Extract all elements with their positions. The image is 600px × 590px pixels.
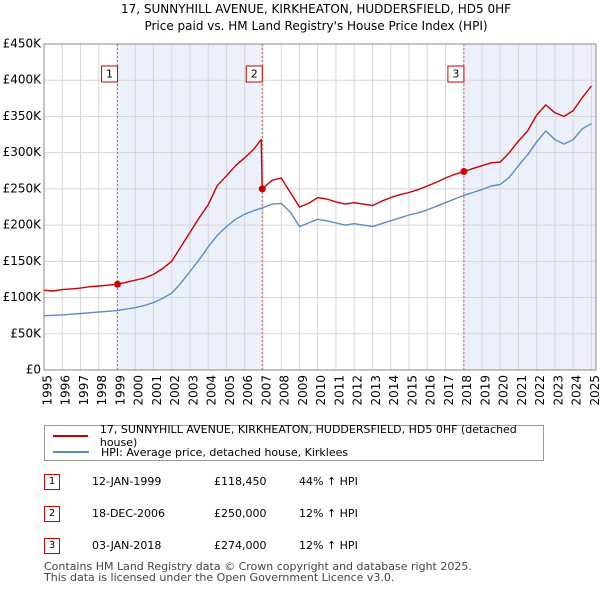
legend-label-property: 17, SUNNYHILL AVENUE, KIRKHEATON, HUDDER… [99, 423, 517, 449]
x-tick-label: 2017 [442, 375, 456, 406]
sale-price: £118,450 [214, 475, 267, 488]
x-tick-label: 2022 [533, 375, 547, 406]
sale-hpi-change: 44% ↑ HPI [299, 475, 358, 488]
sale-hpi-change: 12% ↑ HPI [299, 507, 358, 520]
x-tick-label: 2008 [278, 375, 292, 406]
y-tick-label: £450K [3, 37, 43, 51]
table-row: 3 03-JAN-2018 £274,000 12% ↑ HPI [44, 536, 404, 556]
shaded-span-2 [463, 44, 596, 370]
x-tick-label: 1995 [41, 375, 55, 406]
sale-number-badge: 1 [44, 474, 60, 490]
sale-number-badge: 2 [44, 506, 60, 522]
series-line-hpi [43, 123, 592, 317]
legend: 17, SUNNYHILL AVENUE, KIRKHEATON, HUDDER… [44, 423, 544, 461]
x-tick-label: 2023 [551, 375, 565, 406]
table-row: 2 18-DEC-2006 £250,000 12% ↑ HPI [44, 504, 404, 524]
x-tick-label: 2000 [132, 375, 146, 406]
plot-area: £0 £50K £100K £150K £200K £250K £300K £350K £400… [3, 37, 600, 406]
sale-point-1 [114, 280, 122, 288]
x-tick-label: 2005 [223, 375, 237, 406]
plot-frame [43, 43, 597, 371]
price-chart: 17, SUNNYHILL AVENUE, KIRKHEATON, HUDDER… [3, 2, 600, 406]
sale-marker-box-2 [245, 65, 263, 83]
sale-date: 03-JAN-2018 [92, 539, 162, 552]
x-tick-label: 2012 [351, 375, 365, 406]
sale-marker-label-2: 2 [251, 68, 258, 81]
y-tick-label: £0 [26, 363, 41, 377]
x-tick-label: 2013 [369, 375, 383, 406]
legend-label-hpi: HPI: Average price, detached house, Kirk… [101, 445, 349, 459]
sale-date: 12-JAN-1999 [92, 475, 162, 488]
chart-title-line1: 17, SUNNYHILL AVENUE, KIRKHEATON, HUDDER… [121, 2, 511, 16]
sale-date: 18-DEC-2006 [92, 507, 166, 520]
y-tick-label: £400K [3, 73, 43, 87]
x-tick-label: 1998 [95, 375, 109, 406]
x-tick-label: 2020 [497, 375, 511, 406]
footer-copyright: Contains HM Land Registry data © Crown c… [44, 560, 472, 573]
x-tick-label: 1997 [77, 375, 91, 406]
footer-licence: This data is licensed under the Open Gov… [44, 571, 395, 584]
y-tick-label: £350K [3, 109, 43, 123]
y-tick-label: £250K [3, 181, 43, 195]
y-tick-label: £100K [3, 290, 43, 304]
y-tick-label: £50K [10, 326, 42, 340]
x-tick-label: 2003 [186, 375, 200, 406]
y-tick-label: £150K [3, 254, 43, 268]
x-tick-label: 2007 [259, 375, 273, 406]
sale-hpi-change: 12% ↑ HPI [299, 539, 358, 552]
legend-item-property: 17, SUNNYHILL AVENUE, KIRKHEATON, HUDDER… [53, 423, 543, 449]
table-row: 1 12-JAN-1999 £118,450 44% ↑ HPI [44, 472, 404, 492]
x-tick-label: 2010 [314, 375, 328, 406]
x-tick-label: 2002 [168, 375, 182, 406]
sale-price: £274,000 [214, 539, 267, 552]
x-tick-label: 2019 [478, 375, 492, 406]
x-tick-label: 2011 [332, 375, 346, 406]
sale-marker-label-3: 3 [452, 68, 459, 81]
x-tick-label: 2006 [241, 375, 255, 406]
sale-price: £250,000 [214, 507, 267, 520]
sale-point-3 [460, 168, 468, 176]
legend-line-property [53, 435, 88, 437]
series-line-property [43, 85, 592, 292]
x-tick-label: 1996 [59, 375, 73, 406]
sale-marker-box-1 [101, 65, 119, 83]
x-tick-label: 2001 [150, 375, 164, 406]
x-tick-label: 2004 [205, 375, 219, 406]
x-tick-label: 2025 [588, 375, 600, 406]
x-tick-label: 2024 [570, 375, 584, 406]
y-tick-label: £300K [3, 145, 43, 159]
x-tick-label: 2014 [387, 375, 401, 406]
legend-line-hpi [53, 451, 89, 453]
x-tick-label: 2018 [460, 375, 474, 406]
y-tick-label: £200K [3, 218, 43, 232]
sale-marker-label-1: 1 [106, 68, 113, 81]
sale-number-badge: 3 [44, 538, 60, 554]
sale-marker-box-3 [447, 65, 465, 83]
x-tick-label: 2021 [515, 375, 529, 406]
x-tick-label: 2009 [296, 375, 310, 406]
x-tick-label: 2016 [424, 375, 438, 406]
chart-title-line2: Price paid vs. HM Land Registry's House … [144, 19, 487, 33]
x-tick-label: 1999 [113, 375, 127, 406]
legend-item-hpi: HPI: Average price, detached house, Kirk… [53, 444, 348, 460]
footer: Contains HM Land Registry data © Crown c… [44, 561, 472, 583]
sale-point-2 [258, 185, 266, 193]
x-tick-label: 2015 [405, 375, 419, 406]
